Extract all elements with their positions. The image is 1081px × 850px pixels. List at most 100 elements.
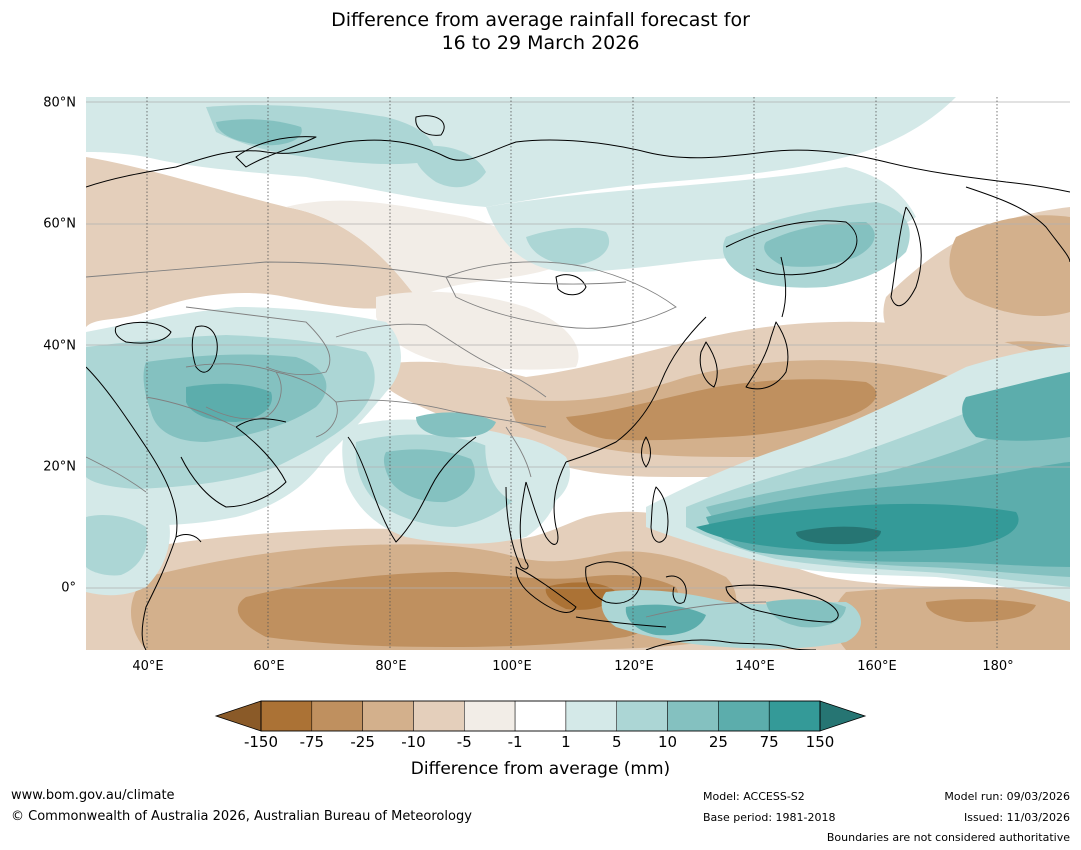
boundary-afg-pak: [275, 371, 338, 438]
lat-label-60n: 60°N: [43, 216, 76, 232]
wet-region-maritime-2: [625, 604, 706, 636]
coast-arctic: [86, 139, 1070, 193]
coast-indochina: [525, 461, 567, 545]
dry-region-east-siberia-2: [949, 215, 1070, 317]
legend-frame: [260, 700, 821, 732]
title-line-2: 16 to 29 March 2026: [441, 32, 640, 54]
wet-region-pacific-east: [962, 372, 1070, 441]
lon-label-40e: 40°E: [132, 659, 164, 674]
lat-label-40n: 40°N: [43, 338, 76, 354]
coast-malay: [505, 481, 529, 570]
meridians: [146, 97, 998, 650]
coast-arabia: [180, 426, 287, 508]
legend-label: Difference from average (mm): [410, 759, 671, 779]
coast-africa-east: [86, 366, 178, 650]
coast-taiwan: [641, 436, 651, 468]
boundary-indochina: [505, 426, 532, 478]
legend-tick-label: -25: [350, 733, 375, 751]
legend-swatch-5: [514, 700, 567, 732]
legend-tick-label: -5: [456, 733, 472, 751]
lon-label-160e: 160°E: [857, 659, 897, 674]
title-line-1: Difference from average rainfall forecas…: [331, 9, 750, 31]
footer-copyright: © Commonwealth of Australia 2026, Austra…: [11, 809, 472, 824]
boundary-central-asia: [185, 306, 331, 376]
boundary-china-west: [335, 323, 547, 398]
footer-website[interactable]: www.bom.gov.au/climate: [11, 788, 175, 803]
legend-over-triangle: [819, 700, 867, 732]
wet-region-himalaya: [416, 412, 496, 438]
legend-swatch-1: [311, 700, 363, 732]
legend-swatch-10: [768, 700, 821, 732]
legend-tick-label: 10: [657, 733, 678, 751]
legend-swatch-9: [718, 700, 770, 732]
footer-model-run: Model run: 09/03/2026: [944, 790, 1070, 803]
coast-australia: [645, 639, 817, 650]
legend-tick-label: 150: [805, 733, 835, 751]
coast-black-sea: [114, 321, 172, 344]
coast-kamchatka: [890, 206, 922, 307]
wet-region-papua: [766, 599, 846, 628]
coast-bering: [965, 186, 1070, 263]
wet-region-north-pacific-core: [796, 526, 881, 545]
wet-region-india-3: [383, 449, 475, 503]
coast-india: [347, 436, 477, 543]
legend-swatch-4: [464, 700, 516, 732]
boundaries: [86, 261, 767, 618]
coast-sulawesi: [665, 575, 687, 604]
footer-model: Model: ACCESS-S2: [703, 790, 805, 803]
boundary-arabia: [145, 396, 237, 428]
coast-java: [575, 616, 667, 628]
lon-label-60e: 60°E: [253, 659, 285, 674]
coast-persian-gulf: [235, 418, 287, 428]
coast-okhotsk: [725, 220, 858, 276]
dry-region-east-pacific-2: [926, 599, 1036, 622]
dry-region-tibet: [376, 291, 579, 370]
map-title: Difference from average rainfall forecas…: [0, 9, 1081, 55]
coast-baikal: [555, 274, 587, 296]
legend-swatch-7: [616, 700, 668, 732]
coastlines: [86, 115, 1070, 650]
coast-caspian: [191, 325, 218, 373]
dry-region-north-russia: [86, 157, 416, 327]
coast-horn: [175, 534, 202, 543]
coast-sumatra: [515, 566, 577, 613]
lon-label-120e: 120°E: [614, 659, 654, 674]
legend-swatch-0: [260, 700, 313, 732]
legend-tick-label: 25: [708, 733, 728, 751]
wet-region-arctic-2: [206, 105, 434, 165]
rainfall-anomaly-map: [86, 97, 1070, 650]
coast-new-guinea: [725, 584, 839, 623]
coast-philippines: [650, 486, 669, 543]
coast-severnaya: [415, 115, 445, 136]
boundary-indonesia: [645, 601, 767, 618]
coast-east-china: [565, 316, 707, 463]
legend-tick-label: 75: [759, 733, 779, 751]
boundary-india-china: [335, 399, 547, 428]
boundary-africa: [86, 456, 147, 493]
lat-label-0: 0°: [61, 580, 76, 596]
coast-novaya-zemlya: [235, 136, 317, 168]
lon-label-100e: 100°E: [492, 659, 532, 674]
legend-under-triangle: [214, 700, 262, 732]
legend-tick-label: -150: [243, 733, 279, 751]
footer-issued: Issued: 11/03/2026: [963, 811, 1070, 824]
wet-region-central-asia-4: [186, 383, 272, 422]
boundary-russia-kz: [86, 261, 627, 285]
lon-label-140e: 140°E: [735, 659, 775, 674]
wet-region-arctic-4: [414, 145, 486, 188]
dry-region-north-russia-light: [286, 200, 556, 297]
coast-borneo: [585, 561, 642, 604]
legend-tick-label: 5: [611, 733, 622, 751]
lat-label-80n: 80°N: [43, 95, 76, 111]
wet-region-siberia-patch: [526, 227, 610, 265]
legend-swatch-3: [413, 700, 465, 732]
lon-label-180: 180°: [982, 659, 1014, 674]
legend-tick-label: -10: [401, 733, 426, 751]
footer-base-period: Base period: 1981-2018: [703, 811, 836, 824]
legend-tick-label: -75: [299, 733, 325, 751]
lon-label-80e: 80°E: [375, 659, 407, 674]
dry-region-indian-ocean-4: [545, 582, 616, 610]
wet-region-far-east-2: [764, 222, 875, 267]
legend-swatch-8: [667, 700, 719, 732]
legend-tick-label: 1: [561, 733, 571, 751]
